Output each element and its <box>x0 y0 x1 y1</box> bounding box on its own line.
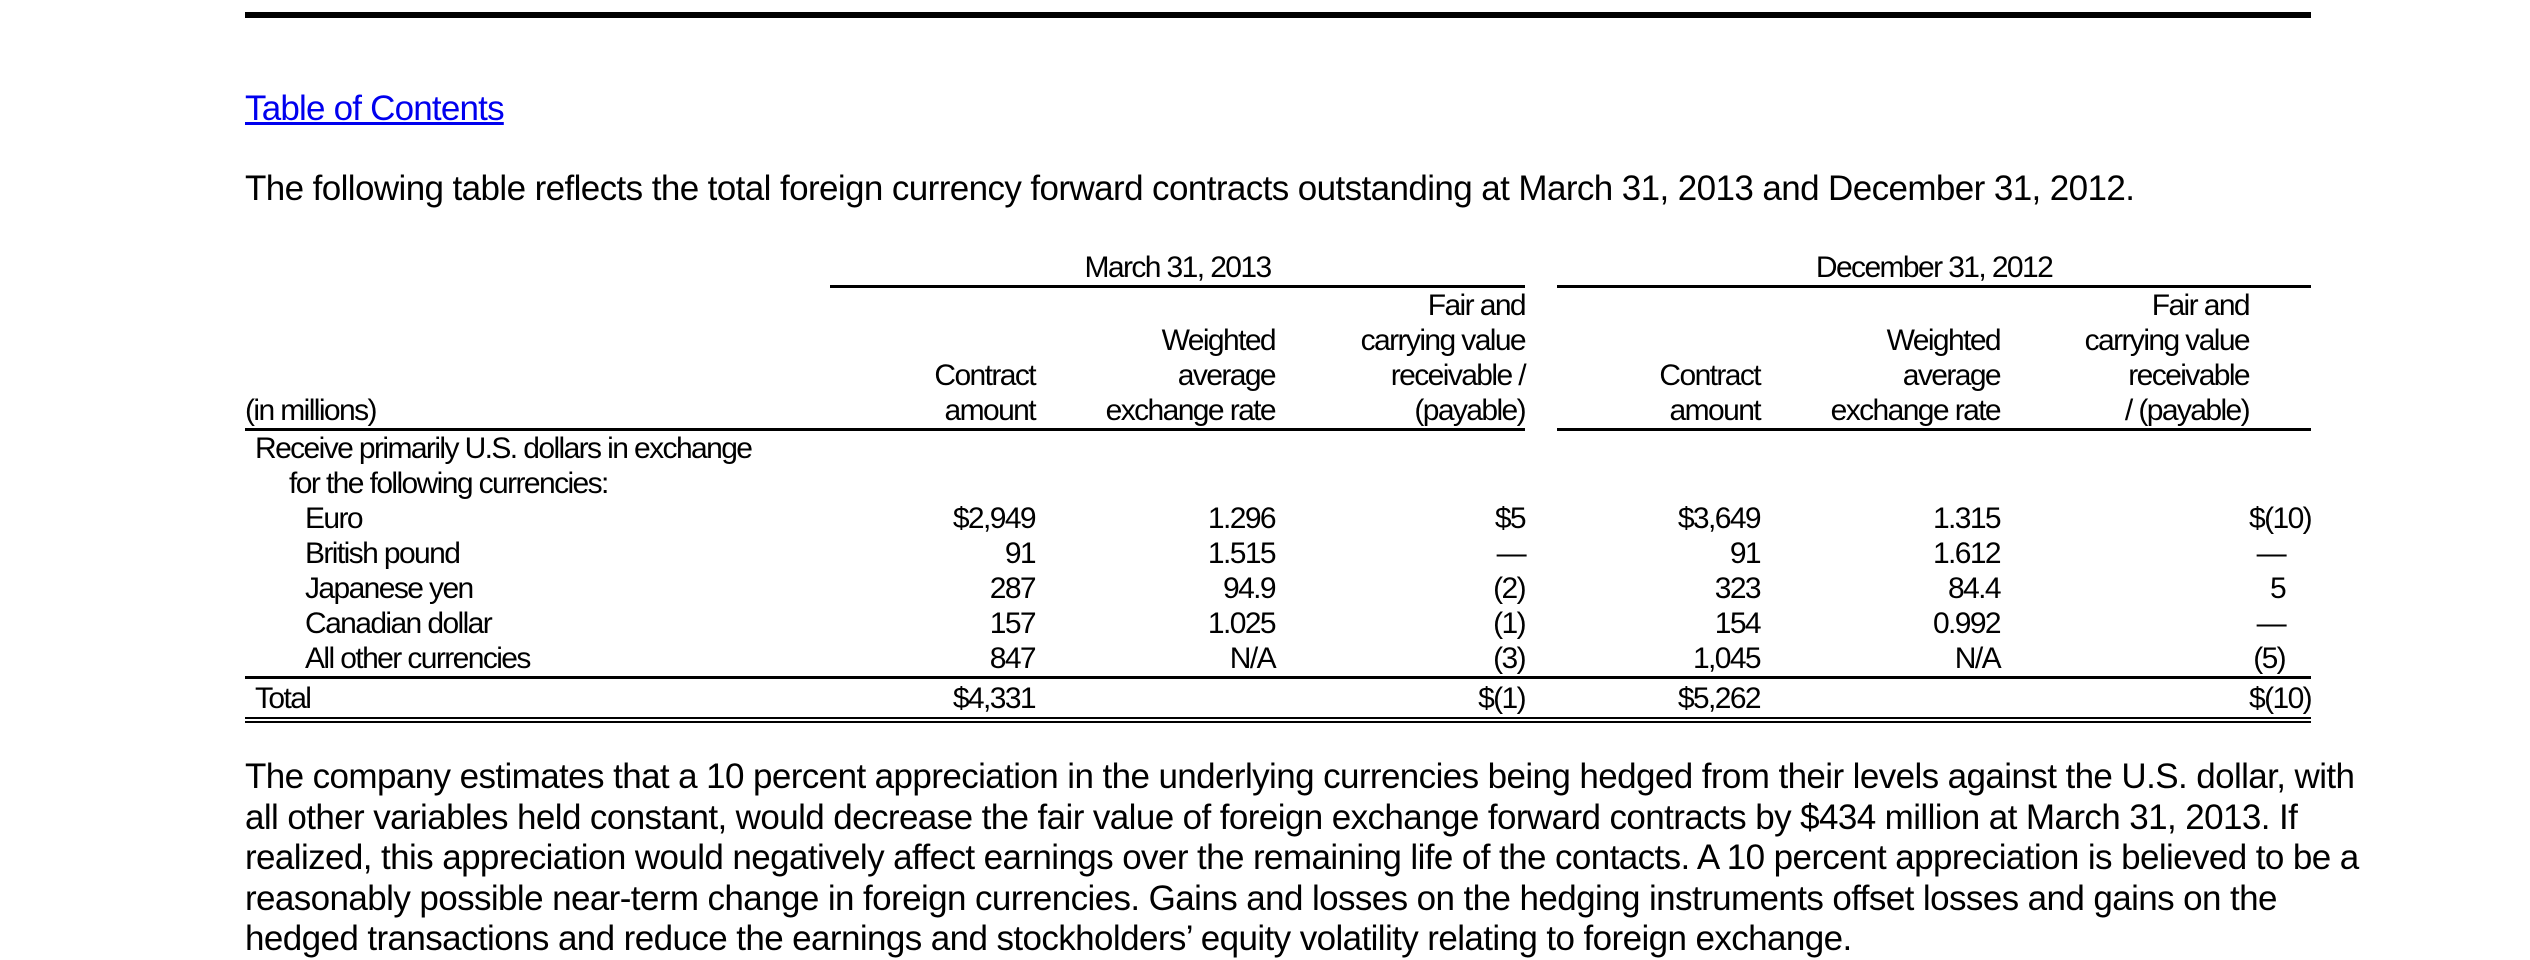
cell: 1.515 <box>1207 537 1277 570</box>
closing-line: realized, this appreciation would negati… <box>245 838 2359 877</box>
section-label-line2: for the following currencies: <box>289 467 609 500</box>
row-label: British pound <box>305 537 461 570</box>
cell: 1.612 <box>1932 537 2002 570</box>
cell: 94.9 <box>1223 572 1277 605</box>
cell <box>2000 501 2249 536</box>
cell: 323 <box>1714 572 1762 605</box>
total-row: Total $4,331 $(1) $5,262 $(10) <box>245 676 2313 723</box>
cell: $3,649 <box>1677 502 1762 535</box>
total-label: Total <box>245 676 830 723</box>
top-rule <box>245 12 2311 18</box>
cell: $(10) <box>2249 502 2313 535</box>
table-row: Japanese yen 287 94.9 (2) 323 84.4 5 <box>245 571 2311 606</box>
table-row: Canadian dollar 157 1.025 (1) 154 0.992 … <box>245 606 2311 641</box>
col-contract-amount-2012: Contract amount <box>1557 286 1762 431</box>
cell: — <box>1496 537 1527 570</box>
total-cell: $(1) <box>1275 676 1527 723</box>
column-header-row: (in millions) Contract amount Weighted a… <box>245 286 2312 431</box>
cell: 5 <box>2269 572 2287 605</box>
cell: 91 <box>1729 537 1762 570</box>
total-cell: $(10) <box>2249 676 2313 723</box>
cell: — <box>2256 537 2287 570</box>
cell: — <box>2256 607 2287 640</box>
col-contract-amount-2013: Contract amount <box>830 286 1037 431</box>
closing-line: hedged transactions and reduce the earni… <box>245 919 1852 958</box>
cell: 287 <box>989 572 1037 605</box>
col-weighted-rate-2013: Weighted average exchange rate <box>1035 286 1277 431</box>
cell: (2) <box>1493 572 1526 605</box>
cell: 847 <box>989 642 1037 675</box>
total-cell: $5,262 <box>1557 676 1762 723</box>
table-row: All other currencies 847 N/A (3) 1,045 N… <box>245 641 2311 678</box>
cell: 0.992 <box>1932 607 2002 640</box>
cell: N/A <box>1954 642 2002 675</box>
closing-paragraph: The company estimates that a 10 percent … <box>245 757 2359 960</box>
cell: 84.4 <box>1948 572 2002 605</box>
cell: N/A <box>1229 642 1277 675</box>
col-fair-value-2012: Fair and carrying value receivable / (pa… <box>2000 286 2251 431</box>
closing-line: The company estimates that a 10 percent … <box>245 757 2355 796</box>
row-label: Canadian dollar <box>305 607 493 640</box>
row-label: Euro <box>305 502 364 535</box>
cell: 1.296 <box>1207 502 1277 535</box>
cell: 157 <box>989 607 1037 640</box>
intro-paragraph: The following table reflects the total f… <box>245 169 2135 208</box>
cell: 1.315 <box>1932 502 2002 535</box>
table-row: Euro $2,949 1.296 $5 $3,649 1.315 $(10) <box>245 501 2313 536</box>
period-header-row: March 31, 2013 December 31, 2012 <box>245 245 2312 288</box>
cell: (5) <box>2253 642 2286 675</box>
units-label: (in millions) <box>245 286 830 431</box>
cell: $2,949 <box>952 502 1037 535</box>
section-label-line1: Receive primarily U.S. dollars in exchan… <box>255 432 753 465</box>
closing-line: reasonably possible near-term change in … <box>245 878 2277 918</box>
cell: 91 <box>1004 537 1037 570</box>
forward-contracts-table: March 31, 2013 December 31, 2012 (in mil… <box>245 245 2313 723</box>
closing-line: all other variables held constant, would… <box>245 797 2298 837</box>
period-header-march-2013: March 31, 2013 <box>830 245 1526 288</box>
col-weighted-rate-2012: Weighted average exchange rate <box>1760 286 2002 431</box>
total-cell: $4,331 <box>830 676 1037 723</box>
col-fair-value-2013: Fair and carrying value receivable / (pa… <box>1275 286 1527 431</box>
section-label-row: Receive primarily U.S. dollars in exchan… <box>245 430 2311 467</box>
cell: $5 <box>1494 502 1527 535</box>
period-header-december-2012: December 31, 2012 <box>1557 245 2312 288</box>
section-label-row-2: for the following currencies: <box>245 466 2311 501</box>
table-row: British pound 91 1.515 — 91 1.612 — <box>245 536 2311 571</box>
table-of-contents-link[interactable]: Table of Contents <box>245 89 505 128</box>
cell: (3) <box>1493 642 1526 675</box>
cell: 154 <box>1714 607 1762 640</box>
cell: 1,045 <box>1692 642 1762 675</box>
row-label: All other currencies <box>305 642 531 675</box>
row-label: Japanese yen <box>305 572 474 605</box>
cell: (1) <box>1493 607 1526 640</box>
cell: 1.025 <box>1207 607 1277 640</box>
